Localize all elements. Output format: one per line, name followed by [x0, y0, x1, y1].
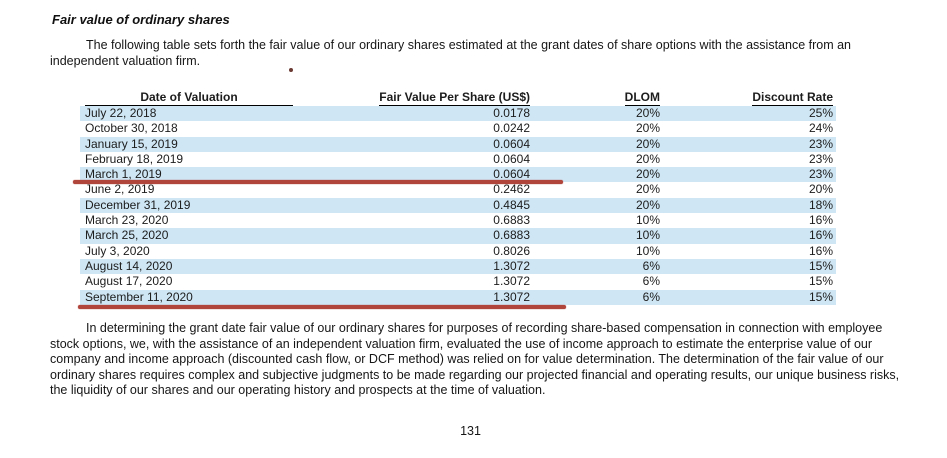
red-marker-underline-september-11-2020 [78, 305, 566, 309]
cell-date: March 23, 2020 [85, 213, 169, 228]
cell-fair-value: 0.4845 [493, 197, 530, 212]
cell-date: June 2, 2019 [85, 182, 155, 197]
cell-date: August 17, 2020 [85, 274, 173, 289]
table-header-row: Date of Valuation Fair Value Per Share (… [80, 88, 836, 106]
table-row: March 1, 2019 0.0604 20% 23% [80, 167, 836, 183]
table-row: June 2, 2019 0.2462 20% 20% [80, 182, 836, 198]
cell-dlom: 10% [635, 213, 660, 228]
cell-discount-rate: 15% [808, 258, 833, 273]
cell-dlom: 6% [642, 274, 660, 289]
cell-fair-value: 0.0604 [493, 151, 530, 166]
fair-value-table: Date of Valuation Fair Value Per Share (… [80, 88, 836, 305]
table-body: July 22, 2018 0.0178 20% 25% October 30,… [80, 106, 836, 305]
table-row: December 31, 2019 0.4845 20% 18% [80, 197, 836, 214]
cell-date: September 11, 2020 [85, 289, 193, 304]
cell-dlom: 6% [642, 289, 660, 304]
cell-discount-rate: 15% [808, 289, 833, 304]
cell-fair-value: 1.3072 [493, 289, 530, 304]
closing-paragraph: In determining the grant date fair value… [50, 321, 900, 398]
column-header-discount-rate: Discount Rate [752, 90, 833, 106]
cell-dlom: 20% [635, 136, 660, 151]
cell-date: October 30, 2018 [85, 121, 178, 136]
cell-dlom: 20% [635, 121, 660, 136]
table-row: March 25, 2020 0.6883 10% 16% [80, 228, 836, 244]
cell-fair-value: 0.2462 [493, 182, 530, 197]
cell-discount-rate: 16% [808, 243, 833, 258]
cell-date: February 18, 2019 [85, 151, 184, 166]
table-row: July 3, 2020 0.8026 10% 16% [80, 243, 836, 259]
column-header-date: Date of Valuation [80, 90, 310, 106]
cell-discount-rate: 23% [808, 136, 833, 151]
cell-fair-value: 0.6883 [493, 228, 530, 243]
cell-fair-value: 0.0178 [493, 106, 530, 120]
cell-discount-rate: 16% [808, 213, 833, 228]
column-header-fair-value: Fair Value Per Share (US$) [379, 90, 530, 106]
table-row: July 22, 2018 0.0178 20% 25% [80, 106, 836, 122]
table-row: March 23, 2020 0.6883 10% 16% [80, 213, 836, 229]
cell-fair-value: 0.8026 [493, 243, 530, 258]
cell-date: August 14, 2020 [85, 258, 173, 273]
table-row: August 14, 2020 1.3072 6% 15% [80, 258, 836, 275]
cell-discount-rate: 25% [808, 106, 833, 120]
cell-discount-rate: 23% [808, 151, 833, 166]
cell-fair-value: 0.0604 [493, 167, 530, 182]
cell-discount-rate: 20% [808, 182, 833, 197]
section-title: Fair value of ordinary shares [52, 12, 230, 27]
cell-date: July 3, 2020 [85, 243, 150, 258]
cell-dlom: 10% [635, 228, 660, 243]
table-row: February 18, 2019 0.0604 20% 23% [80, 151, 836, 168]
cell-discount-rate: 15% [808, 274, 833, 289]
cell-fair-value: 1.3072 [493, 258, 530, 273]
intro-paragraph: The following table sets forth the fair … [50, 38, 851, 68]
cell-date: December 31, 2019 [85, 197, 191, 212]
column-header-dlom: DLOM [624, 90, 660, 106]
page-number: 131 [460, 424, 481, 438]
cell-dlom: 20% [635, 182, 660, 197]
table-row: October 30, 2018 0.0242 20% 24% [80, 121, 836, 137]
cell-date: March 25, 2020 [85, 228, 169, 243]
cell-fair-value: 1.3072 [493, 274, 530, 289]
table-row: January 15, 2019 0.0604 20% 23% [80, 136, 836, 152]
cell-dlom: 20% [635, 151, 660, 166]
red-annotation-dot [289, 68, 293, 72]
cell-fair-value: 0.6883 [493, 213, 530, 228]
cell-date: January 15, 2019 [85, 136, 178, 151]
cell-discount-rate: 18% [808, 197, 833, 212]
cell-discount-rate: 24% [808, 121, 833, 136]
cell-dlom: 20% [635, 167, 660, 182]
cell-fair-value: 0.0604 [493, 136, 530, 151]
cell-fair-value: 0.0242 [493, 121, 530, 136]
cell-dlom: 20% [635, 106, 660, 120]
red-marker-underline-march-1-2019 [73, 180, 563, 184]
cell-date: July 22, 2018 [85, 106, 157, 120]
cell-dlom: 20% [635, 197, 660, 212]
cell-discount-rate: 23% [808, 167, 833, 182]
cell-dlom: 10% [635, 243, 660, 258]
table-row: August 17, 2020 1.3072 6% 15% [80, 274, 836, 290]
cell-date: March 1, 2019 [85, 167, 162, 182]
cell-discount-rate: 16% [808, 228, 833, 243]
cell-dlom: 6% [642, 258, 660, 273]
table-row: September 11, 2020 1.3072 6% 15% [80, 289, 836, 305]
